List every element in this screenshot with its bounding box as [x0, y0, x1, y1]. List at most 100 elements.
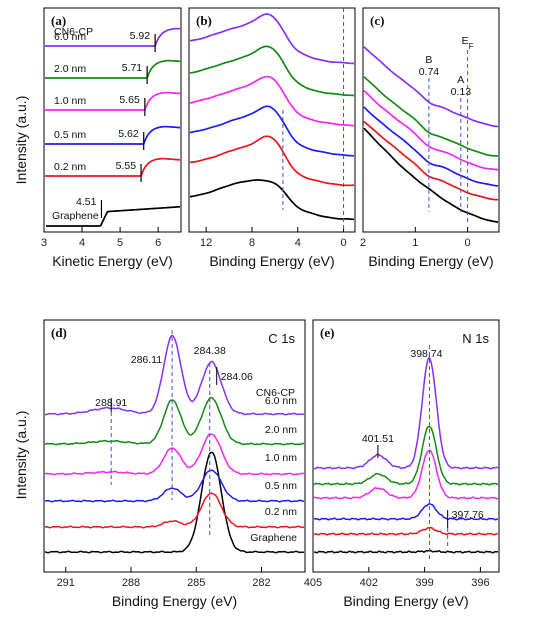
- peak-label-d: 284.38: [194, 345, 226, 357]
- curve-a-1.0 nm: [44, 91, 181, 111]
- curve-d-0.2 nm: [44, 492, 305, 529]
- cutoff-label-a: 4.51: [76, 196, 97, 208]
- panel-label-e: (e): [320, 325, 334, 340]
- x-axis-label-a: Kinetic Energy (eV): [52, 253, 173, 269]
- series-label-a: 2.0 nm: [54, 63, 86, 75]
- curve-c-0.5 nm: [363, 106, 499, 187]
- curve-a-0.2 nm: [44, 157, 181, 177]
- curve-e-2.0 nm: [313, 425, 499, 486]
- top-label-a: CN6-CP: [54, 26, 93, 38]
- x-tick-label-b: 0: [340, 237, 346, 249]
- x-tick-label-d: 282: [252, 577, 270, 589]
- x-tick-label-d: 288: [122, 577, 140, 589]
- x-tick-label-d: 285: [187, 577, 205, 589]
- ylabel-bottom: Intensity (a.u.): [13, 411, 29, 500]
- series-label-d: 0.5 nm: [265, 480, 297, 492]
- cutoff-label-a: 5.55: [116, 160, 137, 172]
- curve-c-0.2 nm: [363, 120, 499, 201]
- curve-d-2.0 nm: [44, 396, 305, 446]
- curve-c-graphene: [363, 127, 499, 223]
- series-label-a: 6.0 nm: [54, 31, 86, 43]
- curve-d-1.0 nm: [45, 433, 305, 476]
- series-label-a-graphene: Graphene: [52, 210, 99, 222]
- series-label-d: 2.0 nm: [265, 424, 297, 436]
- curve-d-graphene: [44, 451, 305, 554]
- x-tick-label-a: 3: [41, 237, 47, 249]
- x-tick-label-e: 399: [415, 577, 433, 589]
- panel-label-a: (a): [51, 13, 66, 28]
- peak-label-d: 286.11: [131, 354, 162, 366]
- panel-b: 12 8 4 0 Binding Energy (eV) (b): [188, 7, 356, 269]
- panel-label-d: (d): [51, 325, 67, 340]
- core-level-d: C 1s: [268, 331, 295, 346]
- annotation-value-c: 0.74: [419, 66, 440, 78]
- top-label-d: CN6-CP: [256, 387, 295, 399]
- curve-b-graphene: [189, 179, 355, 221]
- panel-label-b: (b): [196, 13, 212, 28]
- x-tick-label-a: 5: [117, 237, 123, 249]
- x-axis-label-c: Binding Energy (eV): [368, 253, 493, 269]
- x-tick-label-c: 0: [465, 237, 471, 249]
- ylabel-top: Intensity (a.u.): [13, 96, 29, 185]
- curve-a-0.5 nm: [44, 125, 181, 145]
- curve-c-2.0 nm: [363, 76, 499, 157]
- x-tick-label-c: 1: [412, 237, 418, 249]
- curve-e-0.2 nm: [313, 526, 499, 536]
- series-label-a: 0.5 nm: [54, 129, 86, 141]
- annotation-value-c: 0.13: [451, 86, 472, 98]
- curve-e-0.5 nm: [313, 503, 499, 521]
- annotation-letter-c: A: [457, 74, 464, 86]
- cutoff-label-a: 5.65: [119, 94, 140, 106]
- cutoff-label-a: 5.71: [122, 62, 143, 74]
- curve-b-1.0 nm: [189, 75, 355, 127]
- series-label-d: 6.0 nm: [265, 395, 297, 407]
- x-axis-label-b: Binding Energy (eV): [209, 253, 334, 269]
- x-tick-label-e: 396: [471, 577, 489, 589]
- x-tick-label-b: 4: [295, 237, 301, 249]
- x-tick-label-d: 291: [57, 577, 75, 589]
- peak-label-d: 284.06: [221, 371, 253, 383]
- core-level-e: N 1s: [462, 331, 489, 346]
- plot-frame-a: [43, 7, 182, 233]
- curve-e-graphene: [314, 549, 499, 554]
- curve-c-6.0 nm: [363, 46, 499, 128]
- plot-frame-e: [312, 319, 500, 573]
- series-label-d: 0.2 nm: [265, 506, 297, 518]
- series-label-a: 0.2 nm: [54, 161, 86, 173]
- peak-label-e: 398.74: [410, 348, 442, 360]
- x-axis-label-e: Binding Energy (eV): [343, 593, 468, 609]
- series-label-d: Graphene: [250, 532, 297, 544]
- curve-a-2.0 nm: [44, 59, 181, 79]
- x-tick-label-b: 8: [249, 237, 255, 249]
- series-label-d: 1.0 nm: [265, 452, 297, 464]
- peak-label-e: 397.76: [452, 509, 484, 521]
- peak-label-e: 401.51: [362, 433, 394, 445]
- x-tick-label-e: 405: [304, 577, 322, 589]
- curve-d-0.5 nm: [44, 469, 305, 503]
- curve-d-6.0 nm: [45, 334, 305, 416]
- curve-a-graphene-rise: [99, 205, 181, 227]
- curve-e-1.0 nm: [313, 449, 499, 500]
- annotation-ef-c: EF: [462, 35, 474, 51]
- curve-b-2.0 nm: [189, 45, 355, 97]
- x-tick-label-c: 2: [360, 237, 366, 249]
- curve-e-6.0 nm: [313, 357, 499, 470]
- curve-c-1.0 nm: [363, 89, 499, 171]
- x-tick-label-e: 402: [360, 577, 378, 589]
- x-tick-label-a: 4: [79, 237, 85, 249]
- cutoff-label-a: 5.92: [130, 30, 151, 42]
- panel-a: 3 4 5 6 Kinetic Energy (eV) (a) 4.51 5.55 0.2 nm…: [41, 7, 182, 269]
- series-label-a: 1.0 nm: [54, 95, 86, 107]
- panel-label-c: (c): [370, 13, 384, 28]
- plot-frame-c: [362, 7, 500, 233]
- panel-c: 2 1 0 Binding Energy (eV) (c) B0.74 A0.13 EF: [360, 7, 500, 269]
- plot-frame-d: [43, 319, 306, 573]
- peak-label-d: 288.91: [95, 397, 127, 409]
- curve-b-0.2 nm: [189, 135, 355, 187]
- plot-frame-b: [188, 7, 356, 233]
- curve-a-6.0 nm: [44, 27, 181, 47]
- curve-b-6.0 nm: [189, 13, 355, 65]
- curve-b-0.5 nm: [189, 105, 355, 157]
